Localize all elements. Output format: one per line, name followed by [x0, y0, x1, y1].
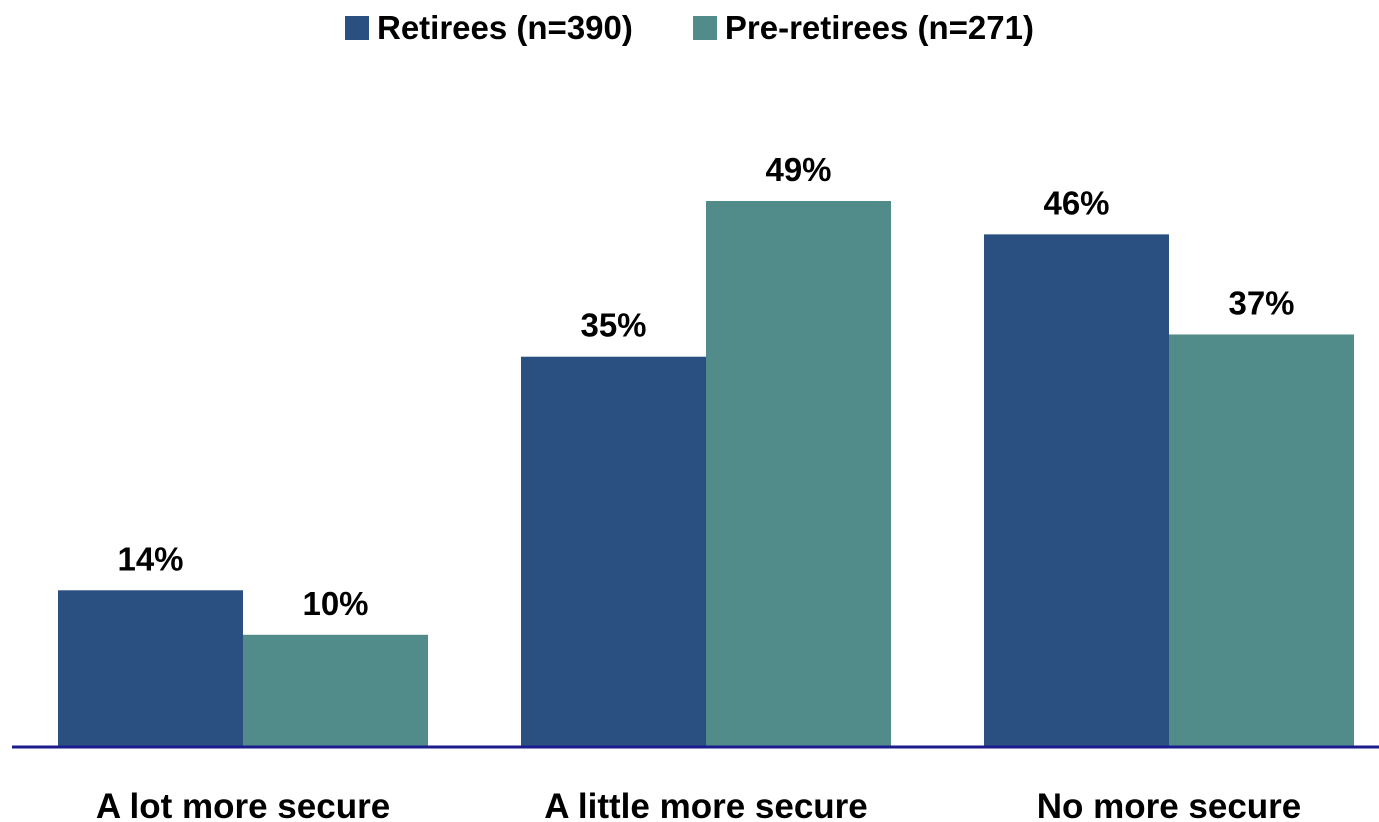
category-label-2: A little more secure: [544, 787, 868, 822]
data-label-pre-retirees-1: 10%: [302, 585, 368, 622]
bar-pre-retirees-1: [243, 634, 428, 746]
legend-label-pre-retirees: Pre-retirees (n=271): [724, 9, 1034, 46]
bar-pre-retirees-3: [1169, 334, 1354, 746]
data-label-retirees-3: 46%: [1043, 184, 1109, 221]
bar-retirees-1: [58, 590, 243, 746]
bar-pre-retirees-2: [706, 201, 891, 746]
category-label-3: No more secure: [1037, 787, 1302, 822]
data-label-pre-retirees-2: 49%: [765, 151, 831, 188]
legend-item-pre-retirees: Pre-retirees (n=271): [692, 9, 1034, 47]
legend-swatch-retirees: [345, 16, 369, 40]
legend-item-retirees: Retirees (n=390): [345, 9, 633, 47]
data-label-pre-retirees-3: 37%: [1228, 284, 1294, 321]
data-label-retirees-2: 35%: [580, 307, 646, 344]
bar-retirees-2: [521, 356, 706, 746]
legend: Retirees (n=390) Pre-retirees (n=271): [0, 6, 1379, 50]
category-label-1: A lot more secure: [96, 787, 390, 822]
data-label-retirees-1: 14%: [117, 540, 183, 577]
legend-label-retirees: Retirees (n=390): [377, 9, 633, 46]
bar-retirees-3: [984, 234, 1169, 746]
legend-swatch-pre-retirees: [692, 16, 717, 40]
